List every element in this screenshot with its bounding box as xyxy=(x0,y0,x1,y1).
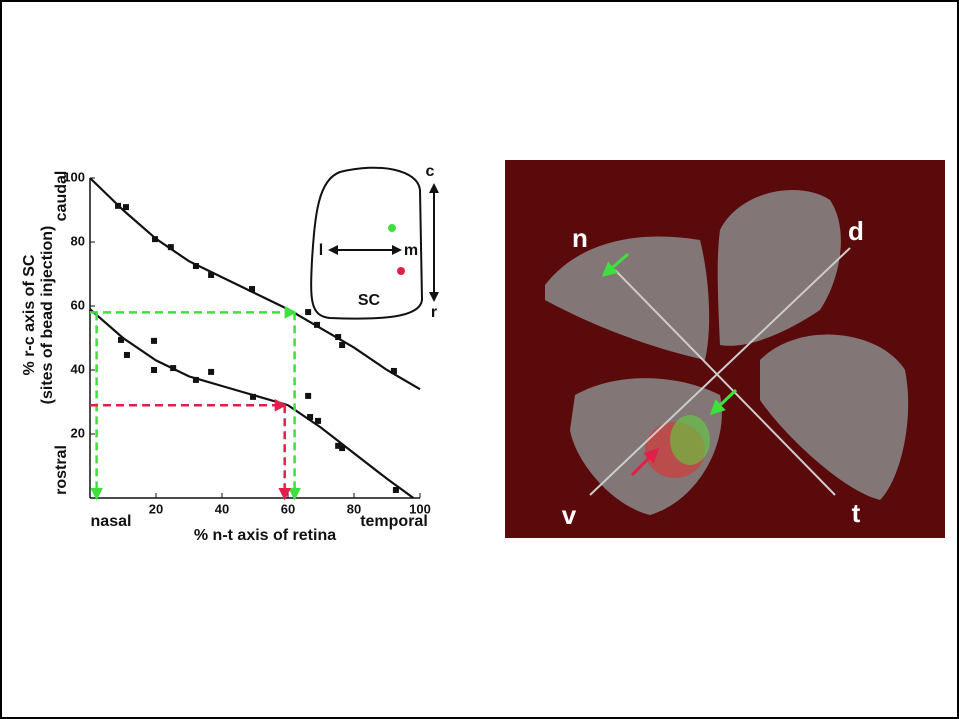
point xyxy=(305,392,312,399)
inset-dot xyxy=(397,267,405,275)
rostral: rostral xyxy=(53,445,70,495)
point xyxy=(123,351,130,358)
x-tick-label: 60 xyxy=(281,501,295,516)
x-tick-label: 20 xyxy=(149,501,163,516)
point xyxy=(170,365,177,372)
point xyxy=(392,487,399,493)
x-tick-label: 40 xyxy=(215,501,229,516)
point xyxy=(118,336,125,343)
point xyxy=(249,286,256,293)
point xyxy=(167,244,174,251)
retina-label: t xyxy=(852,498,861,528)
inset-label: r xyxy=(431,304,437,321)
retina-label: v xyxy=(562,500,577,530)
point xyxy=(305,309,312,316)
x-tick-label: 80 xyxy=(347,501,361,516)
y-tick-label: 40 xyxy=(71,361,85,376)
y-tick-label: 60 xyxy=(71,297,85,312)
point xyxy=(315,417,322,424)
y-label-2: (sites of bead injection) xyxy=(39,226,56,405)
point xyxy=(208,368,215,375)
inset-dot xyxy=(388,224,396,232)
nasal: nasal xyxy=(91,513,132,530)
point xyxy=(307,414,314,421)
y-tick-label: 20 xyxy=(71,425,85,440)
sc-outline xyxy=(310,166,424,320)
retina-label: n xyxy=(572,223,588,253)
y-label: % r-c axis of SC xyxy=(21,254,38,375)
point xyxy=(151,367,158,373)
retina-label: d xyxy=(848,216,864,246)
point xyxy=(152,236,159,243)
inset-label: m xyxy=(404,242,418,259)
point xyxy=(192,263,199,269)
inset-label: SC xyxy=(358,292,381,309)
temporal: temporal xyxy=(360,513,428,530)
point xyxy=(122,204,129,211)
point xyxy=(115,202,122,209)
point xyxy=(339,342,346,349)
x-label: % n-t axis of retina xyxy=(194,527,336,544)
point xyxy=(335,334,342,341)
point xyxy=(151,337,158,344)
x-tick-label: 100 xyxy=(409,501,431,516)
point xyxy=(314,321,321,328)
point xyxy=(335,442,342,449)
point xyxy=(390,367,397,374)
caudal: caudal xyxy=(53,171,70,222)
point xyxy=(339,445,346,452)
point xyxy=(192,376,199,383)
y-tick-label: 100 xyxy=(63,169,85,184)
inset-label: l xyxy=(319,242,323,259)
retina-image xyxy=(505,160,945,538)
inset-label: c xyxy=(426,163,435,180)
point xyxy=(250,393,257,400)
point xyxy=(208,271,215,278)
y-tick-label: 80 xyxy=(71,233,85,248)
